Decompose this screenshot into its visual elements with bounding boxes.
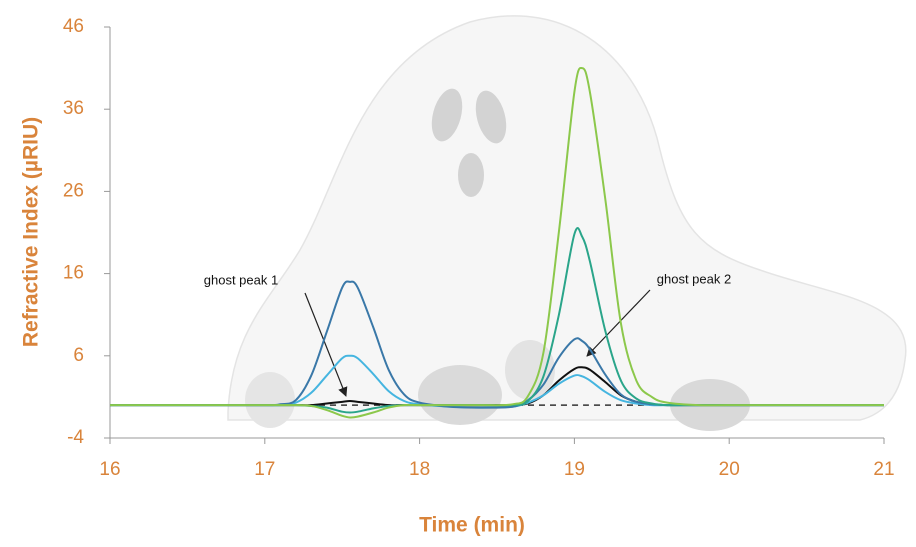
x-tick-label: 20 <box>719 459 740 480</box>
annotation-arrow <box>586 289 651 357</box>
y-tick-label: 6 <box>73 345 84 366</box>
x-tick-label: 16 <box>99 459 120 480</box>
y-tick-label: 16 <box>63 263 84 284</box>
annotation: ghost peak 1 <box>204 272 278 287</box>
series-line <box>110 66 884 419</box>
y-tick-label: 36 <box>63 98 84 119</box>
annotation-arrow <box>304 292 348 397</box>
y-tick-label: -4 <box>67 427 84 448</box>
x-tick-label: 18 <box>409 459 430 480</box>
x-tick-label: 21 <box>873 459 894 480</box>
x-tick-label: 19 <box>564 459 585 480</box>
y-tick-label: 26 <box>63 180 84 201</box>
annotation: ghost peak 2 <box>657 271 731 286</box>
y-axis-title: Refractive Index (µRIU) <box>20 117 43 347</box>
y-tick-label: 46 <box>63 16 84 37</box>
x-axis-title: Time (min) <box>419 514 525 537</box>
x-tick-label: 17 <box>254 459 275 480</box>
ghost-illustration <box>227 15 907 431</box>
